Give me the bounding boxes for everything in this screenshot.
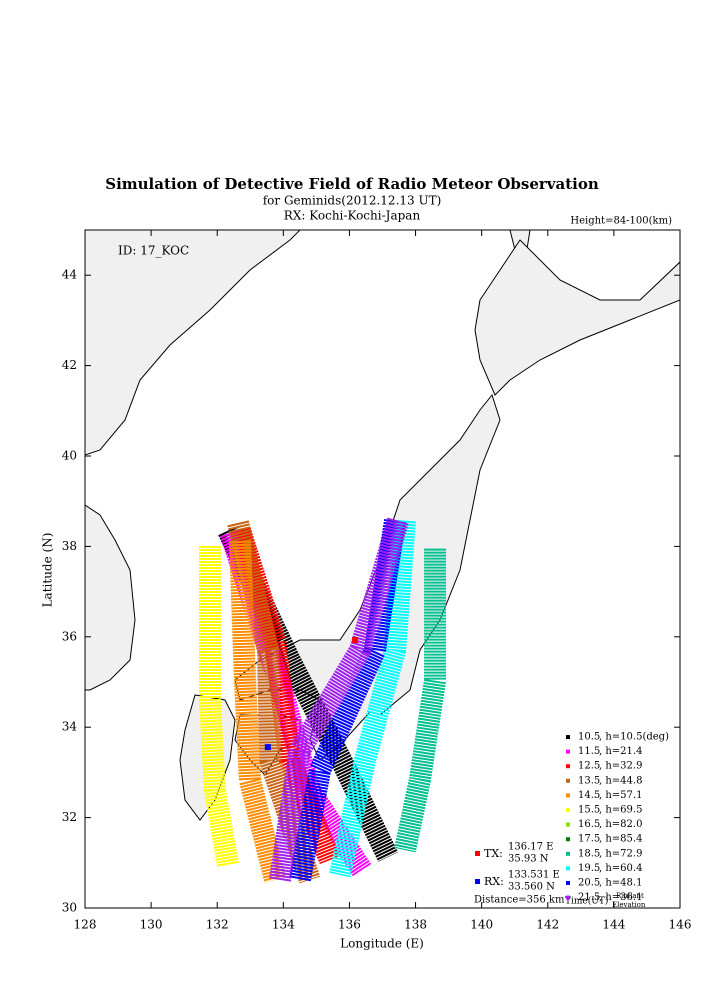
legend-time: 12.5 xyxy=(578,761,600,772)
rx-legend-marker xyxy=(475,879,480,884)
legend-time: 21.5 xyxy=(578,892,600,903)
legend-elevation: , h=21.4 xyxy=(599,746,642,757)
legend-elevation: , h=85.4 xyxy=(599,834,642,845)
tx-label: TX: xyxy=(484,847,503,860)
land xyxy=(234,393,501,761)
rx-marker xyxy=(264,744,271,751)
x-tick-label: 134 xyxy=(272,918,295,932)
rx-lat: 33.560 N xyxy=(508,882,555,893)
y-tick-label: 34 xyxy=(62,720,78,734)
y-tick-label: 30 xyxy=(62,901,77,915)
distance: Distance=356 km xyxy=(474,895,565,906)
legend-time: 14.5 xyxy=(578,790,600,801)
legend-elevation: , h=57.1 xyxy=(599,790,642,801)
legend-marker xyxy=(566,822,570,827)
legend-elevation: , h=48.1 xyxy=(599,878,642,889)
legend-elevation: , h=36.1 xyxy=(599,892,642,903)
height-label: Height=84-100(km) xyxy=(570,216,672,227)
detection-band xyxy=(329,519,416,878)
detection-band xyxy=(198,545,239,867)
y-tick-label: 32 xyxy=(62,810,77,824)
x-tick-label: 146 xyxy=(669,918,692,932)
legend-time: 11.5 xyxy=(578,746,600,757)
tx-lat: 35.93 N xyxy=(508,854,549,865)
legend-marker xyxy=(566,851,570,856)
subtitle: RX: Kochi-Kochi-Japan xyxy=(284,209,421,223)
legend-marker xyxy=(566,749,570,754)
detection-band xyxy=(229,540,286,883)
legend-elevation: , h=10.5(deg) xyxy=(599,732,669,743)
detection-band xyxy=(269,517,409,882)
y-tick-label: 38 xyxy=(62,539,77,553)
y-axis-label: Latitude (N) xyxy=(41,533,55,608)
detection-band xyxy=(394,548,447,853)
x-tick-label: 130 xyxy=(140,918,163,932)
plot-frame xyxy=(84,229,681,909)
x-tick-label: 142 xyxy=(536,918,559,932)
legend-time: 15.5 xyxy=(578,805,600,816)
legend-marker xyxy=(566,778,570,783)
land xyxy=(85,504,136,691)
legend-elevation: , h=69.5 xyxy=(599,805,642,816)
tx-legend-marker xyxy=(475,851,480,856)
tx-marker xyxy=(352,636,359,643)
x-tick-label: 132 xyxy=(206,918,229,932)
x-tick-label: 140 xyxy=(470,918,493,932)
id-label: ID: 17_KOC xyxy=(118,244,189,258)
legend-footer: Elevation xyxy=(612,901,646,909)
legend-time: 18.5 xyxy=(578,848,600,859)
x-axis-label: Longitude (E) xyxy=(340,937,424,951)
x-tick-label: 138 xyxy=(404,918,427,932)
legend-footer: Time(UT) xyxy=(565,896,608,907)
y-tick-label: 42 xyxy=(62,358,77,372)
chart-title: Simulation of Detective Field of Radio M… xyxy=(105,175,599,193)
legend-elevation: , h=44.8 xyxy=(599,775,642,786)
legend-time: 20.5 xyxy=(578,878,600,889)
legend-marker xyxy=(566,764,570,769)
legend-marker xyxy=(566,895,570,900)
legend-footer: Radiant xyxy=(616,892,644,900)
land xyxy=(474,239,680,396)
x-tick-label: 128 xyxy=(74,918,97,932)
legend-elevation: , h=32.9 xyxy=(599,761,642,772)
legend-marker xyxy=(566,793,570,798)
land xyxy=(85,230,301,456)
x-tick-label: 136 xyxy=(338,918,361,932)
legend-time: 13.5 xyxy=(578,775,600,786)
tx-lon: 136.17 E xyxy=(508,842,553,853)
subtitle: for Geminids(2012.12.13 UT) xyxy=(263,194,442,208)
detection-band xyxy=(289,518,406,882)
y-tick-label: 40 xyxy=(62,449,77,463)
legend-marker xyxy=(566,837,570,842)
bands xyxy=(198,517,447,884)
y-tick-label: 44 xyxy=(62,268,78,282)
legend-marker xyxy=(566,881,570,885)
rx-lon: 133.531 E xyxy=(508,870,560,881)
rx-label: RX: xyxy=(484,875,504,888)
legend-time: 19.5 xyxy=(578,863,600,874)
x-tick-label: 144 xyxy=(602,918,625,932)
legend-time: 17.5 xyxy=(578,834,600,845)
legend-marker xyxy=(566,866,570,871)
legend-elevation: , h=82.0 xyxy=(599,819,642,830)
legend-marker xyxy=(566,735,570,739)
y-tick-label: 36 xyxy=(62,629,77,643)
legend-marker xyxy=(566,808,570,812)
legend-time: 10.5 xyxy=(578,732,600,743)
legend-elevation: , h=72.9 xyxy=(599,848,642,859)
legend-elevation: , h=60.4 xyxy=(599,863,642,874)
legend-time: 16.5 xyxy=(578,819,600,830)
